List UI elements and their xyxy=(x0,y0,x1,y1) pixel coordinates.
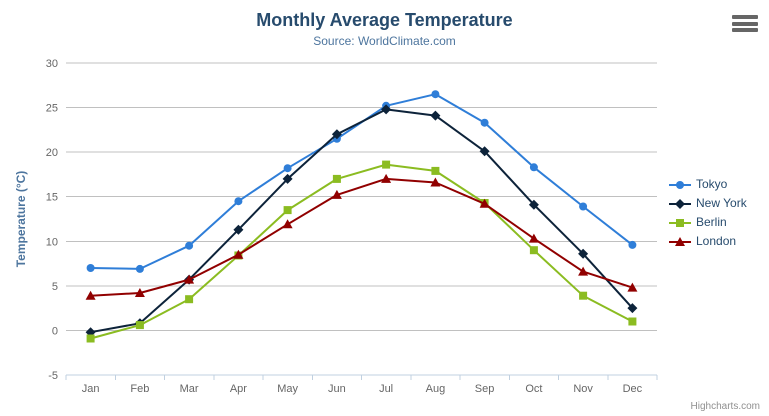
point-tokyo-aug[interactable] xyxy=(431,90,440,99)
point-berlin-jun[interactable] xyxy=(332,174,341,183)
point-new-york-apr[interactable] xyxy=(233,224,244,235)
series-tokyo xyxy=(86,90,637,273)
gridlines xyxy=(66,62,657,376)
x-axis-label: Apr xyxy=(230,383,247,395)
point-london-jul[interactable] xyxy=(381,173,392,183)
x-axis-label: Oct xyxy=(525,383,542,395)
legend-label: Tokyo xyxy=(696,177,728,191)
point-tokyo-apr[interactable] xyxy=(234,197,243,206)
point-berlin-mar[interactable] xyxy=(185,295,194,304)
point-new-york-aug[interactable] xyxy=(430,110,441,121)
legend: Tokyo New York Berlin London xyxy=(669,178,747,254)
point-tokyo-sep[interactable] xyxy=(480,118,489,127)
series-london xyxy=(85,173,638,300)
legend-item-new-york[interactable]: New York xyxy=(669,197,747,210)
x-axis-label: May xyxy=(277,383,298,395)
series-line-london xyxy=(89,177,634,297)
point-new-york-jun[interactable] xyxy=(331,129,342,140)
point-berlin-jan[interactable] xyxy=(86,334,95,343)
legend-label: New York xyxy=(696,196,747,210)
point-london-sep[interactable] xyxy=(479,198,490,208)
point-london-may[interactable] xyxy=(282,219,293,229)
x-axis-label: Jul xyxy=(379,383,393,395)
point-london-dec[interactable] xyxy=(627,282,638,292)
point-tokyo-may[interactable] xyxy=(283,164,292,173)
point-new-york-sep[interactable] xyxy=(479,146,490,157)
point-london-oct[interactable] xyxy=(528,233,539,243)
x-axis-labels: Jan Feb Mar Apr May Jun Jul Aug Sep Oct Nov Dec xyxy=(82,383,643,395)
legend-diamond-icon xyxy=(669,198,691,209)
y-axis-label: -5 xyxy=(48,370,58,382)
point-berlin-feb[interactable] xyxy=(135,321,144,330)
point-london-jan[interactable] xyxy=(85,290,96,300)
point-tokyo-mar[interactable] xyxy=(185,241,194,250)
point-london-mar[interactable] xyxy=(184,274,195,284)
point-london-nov[interactable] xyxy=(578,266,589,276)
y-axis-labels: -5 0 5 10 15 20 25 30 xyxy=(46,58,58,382)
chart-title: Monthly Average Temperature xyxy=(256,10,513,30)
point-new-york-nov[interactable] xyxy=(578,248,589,259)
series-line-berlin xyxy=(89,163,634,340)
y-axis-label: 0 xyxy=(52,325,58,337)
point-berlin-nov[interactable] xyxy=(579,291,588,300)
point-new-york-jul[interactable] xyxy=(381,104,392,115)
legend-square-icon xyxy=(669,218,691,227)
x-axis-label: Nov xyxy=(573,383,593,395)
hamburger-icon xyxy=(732,15,758,32)
x-axis-label: Feb xyxy=(130,383,149,395)
point-new-york-dec[interactable] xyxy=(627,303,638,314)
point-tokyo-dec[interactable] xyxy=(628,240,637,249)
legend-item-berlin[interactable]: Berlin xyxy=(669,216,747,229)
point-tokyo-oct[interactable] xyxy=(529,163,538,172)
point-berlin-oct[interactable] xyxy=(529,246,538,255)
y-axis-label: 30 xyxy=(46,58,58,70)
point-tokyo-feb[interactable] xyxy=(135,264,144,273)
point-london-feb[interactable] xyxy=(134,288,145,297)
legend-label: London xyxy=(696,234,737,248)
y-axis-label: 10 xyxy=(46,236,58,248)
legend-item-tokyo[interactable]: Tokyo xyxy=(669,178,747,191)
chart-subtitle: Source: WorldClimate.com xyxy=(313,34,456,48)
x-axis-label: Jan xyxy=(82,383,100,395)
y-axis-label: 25 xyxy=(46,103,58,115)
series-line-new-york xyxy=(89,108,634,334)
y-axis-label: 15 xyxy=(46,192,58,204)
legend-item-london[interactable]: London xyxy=(669,235,747,248)
point-london-aug[interactable] xyxy=(430,177,441,187)
point-berlin-may[interactable] xyxy=(283,206,292,215)
x-axis-label: Sep xyxy=(475,383,495,395)
series-line-tokyo xyxy=(89,93,634,270)
legend-circle-icon xyxy=(669,180,691,189)
x-axis-label: Aug xyxy=(426,383,446,395)
x-axis-label: Mar xyxy=(180,383,199,395)
point-tokyo-nov[interactable] xyxy=(579,202,588,211)
point-berlin-dec[interactable] xyxy=(628,317,637,326)
point-tokyo-jan[interactable] xyxy=(86,264,95,272)
series-new-york xyxy=(85,104,638,338)
legend-label: Berlin xyxy=(696,215,727,229)
export-menu-button[interactable] xyxy=(732,15,758,33)
point-london-jun[interactable] xyxy=(331,189,342,199)
point-berlin-jul[interactable] xyxy=(382,160,391,169)
y-axis-label: 20 xyxy=(46,147,58,159)
point-new-york-may[interactable] xyxy=(282,173,293,184)
y-axis-label: 5 xyxy=(52,281,58,293)
point-london-apr[interactable] xyxy=(233,249,244,259)
x-axis-label: Dec xyxy=(623,383,643,395)
credits-link[interactable]: Highcharts.com xyxy=(690,401,760,412)
x-axis-ticks xyxy=(65,375,658,380)
legend-triangle-icon xyxy=(669,236,691,246)
x-axis-label: Jun xyxy=(328,383,346,395)
point-berlin-aug[interactable] xyxy=(431,166,440,175)
point-new-york-oct[interactable] xyxy=(528,199,539,210)
